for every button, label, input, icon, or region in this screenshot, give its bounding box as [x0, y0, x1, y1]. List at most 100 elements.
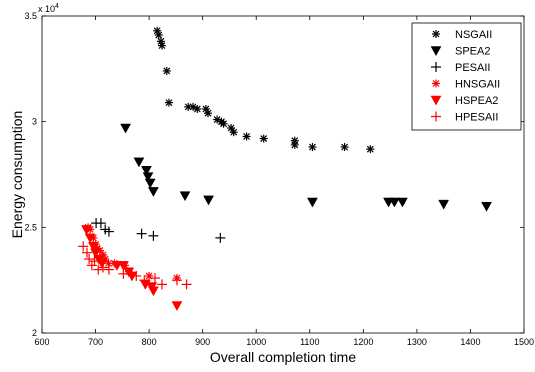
x-tick-label: 600 — [34, 337, 49, 347]
legend-item: HSPEA2 — [430, 95, 498, 107]
data-point — [171, 301, 183, 312]
x-tick-label: 800 — [142, 337, 157, 347]
data-point — [81, 225, 92, 235]
data-point — [136, 228, 147, 239]
data-point — [307, 197, 318, 208]
data-point — [181, 279, 192, 290]
data-point — [164, 98, 173, 107]
y-multiplier-exponent: 4 — [55, 3, 59, 10]
x-tick-label: 1100 — [300, 337, 319, 347]
data-point — [162, 66, 171, 75]
data-point — [147, 187, 159, 197]
data-point — [150, 273, 161, 284]
data-point — [203, 195, 214, 206]
data-point — [189, 102, 198, 111]
data-point — [340, 143, 349, 152]
data-point — [204, 109, 213, 118]
data-point — [229, 128, 238, 137]
data-point — [145, 271, 154, 280]
y-tick-label: 2 — [32, 328, 37, 338]
data-point — [388, 197, 400, 208]
data-point — [219, 119, 228, 128]
x-axis-label: Overall completion time — [210, 349, 356, 365]
series-spea2 — [120, 123, 492, 212]
data-point — [78, 241, 89, 252]
legend-marker — [432, 79, 440, 88]
data-point — [142, 172, 154, 183]
axis-ticks: 600 700 800 900 1000 1100 1200 1300 1400 1500 2 2.5… — [24, 11, 534, 347]
data-point — [84, 233, 96, 244]
legend-label: HPESAII — [455, 112, 498, 124]
data-point — [81, 247, 92, 258]
data-point — [117, 261, 129, 271]
x-tick-label: 1200 — [353, 337, 373, 347]
legend-marker — [430, 95, 442, 106]
series-nsgaii — [153, 26, 375, 154]
legend-label: NSGAII — [455, 29, 492, 41]
x-tick-label: 1500 — [514, 337, 534, 347]
data-point — [259, 134, 268, 143]
data-point — [144, 178, 156, 189]
legend-label: PESAII — [455, 62, 490, 74]
y-tick-label: 2.5 — [24, 222, 37, 232]
legend-label: SPEA2 — [455, 46, 490, 58]
data-point — [154, 31, 163, 40]
y-tick-label: 3 — [32, 117, 37, 127]
x-tick-label: 700 — [88, 337, 103, 347]
data-point — [120, 123, 131, 134]
data-point — [156, 279, 167, 290]
data-point — [141, 166, 152, 176]
x-tick-label: 900 — [195, 337, 210, 347]
data-point — [366, 145, 375, 154]
data-point — [397, 197, 408, 208]
data-point — [438, 199, 450, 210]
y-multiplier-base: x 10 — [38, 4, 55, 14]
legend-item: PESAII — [431, 62, 490, 74]
series-hspea2 — [81, 225, 183, 312]
data-point — [215, 232, 226, 243]
data-point — [227, 124, 236, 133]
x-tick-label: 1000 — [246, 337, 266, 347]
legend-marker — [430, 46, 442, 57]
y-multiplier-label: x 104 — [38, 3, 59, 14]
legend-item: SPEA2 — [430, 46, 490, 58]
legend-item: HNSGAII — [432, 79, 500, 91]
legend-label: HNSGAII — [455, 79, 500, 91]
data-point — [133, 157, 145, 168]
data-point — [93, 264, 104, 275]
data-point — [89, 256, 100, 267]
legend-item: HPESAII — [431, 111, 498, 124]
y-tick-label: 3.5 — [24, 11, 37, 21]
data-point — [118, 268, 129, 279]
data-point — [171, 275, 182, 286]
data-point — [139, 275, 150, 286]
data-point — [179, 191, 191, 202]
data-point — [147, 286, 159, 297]
data-point — [103, 264, 114, 275]
data-point — [86, 260, 97, 271]
data-point — [98, 262, 109, 273]
legend-marker — [432, 30, 440, 38]
data-points — [78, 26, 492, 312]
data-point — [481, 201, 492, 212]
data-point — [84, 254, 95, 265]
data-point — [87, 242, 99, 252]
data-point — [193, 104, 202, 113]
data-point — [242, 132, 251, 141]
legend-marker — [431, 62, 441, 72]
data-point — [308, 143, 317, 152]
series-hpesaii — [78, 241, 192, 290]
data-point — [103, 226, 114, 237]
x-tick-label: 1300 — [407, 337, 427, 347]
legend-label: HSPEA2 — [455, 95, 498, 107]
x-tick-label: 1400 — [460, 337, 480, 347]
data-point — [90, 248, 101, 259]
legend-marker — [431, 111, 441, 122]
series-pesaii — [91, 218, 226, 243]
legend-box — [411, 22, 522, 131]
data-point — [148, 230, 159, 241]
legend: NSGAII SPEA2 PESAII HNSGAII HSPEA2 HPESAII — [411, 22, 522, 131]
data-point — [131, 270, 142, 281]
data-point — [290, 140, 299, 149]
